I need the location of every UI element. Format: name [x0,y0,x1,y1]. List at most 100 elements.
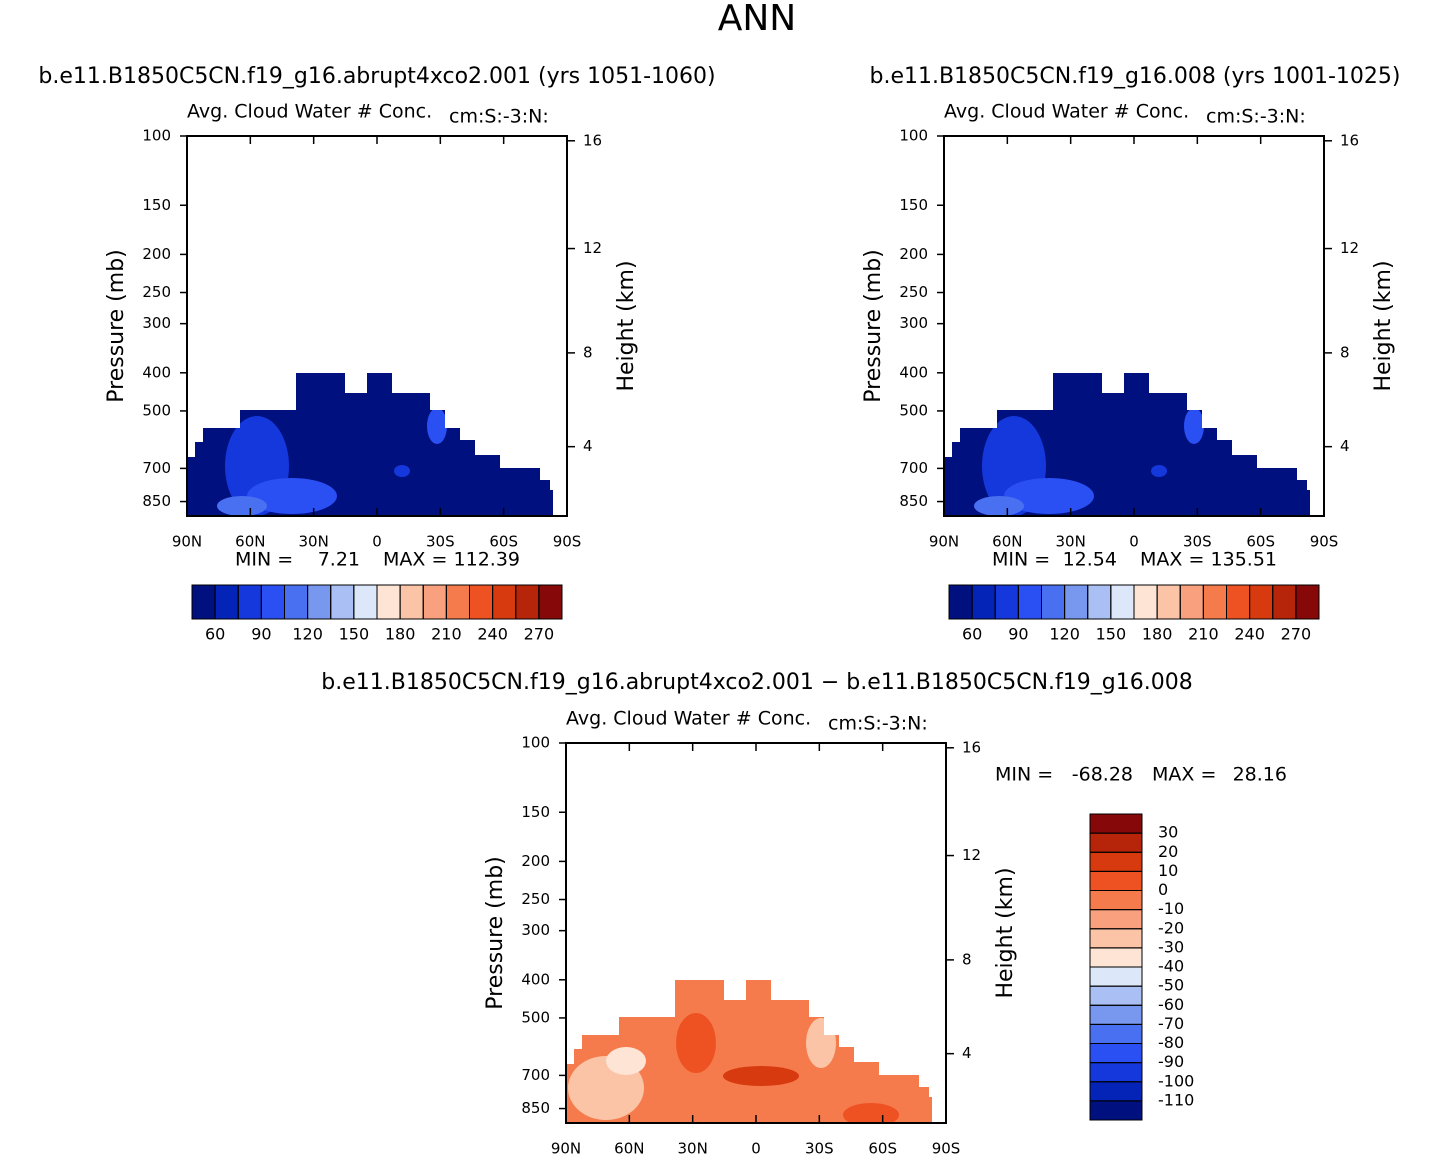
colorbar-label: 60 [205,625,225,644]
colorbar-label: 60 [962,625,982,644]
colorbar-box [1110,584,1135,620]
colorbar-box [422,584,447,620]
y2-axis-label: Height (km) [614,260,639,391]
y-tick-label: 700 [899,459,928,477]
field [187,373,553,516]
field-patch [843,1103,899,1123]
y-axis-label: Pressure (mb) [483,856,508,1010]
colorbar-box [994,584,1019,620]
plot-title: Avg. Cloud Water # Conc. [566,708,811,730]
colorbar-box [1226,584,1251,620]
y-tick-label: 300 [142,314,171,332]
colorbar-label: 20 [1158,842,1178,861]
panel-subtitle: b.e11.B1850C5CN.f19_g16.abrupt4xco2.001 … [321,670,1192,695]
colorbar-box [376,584,401,620]
y-tick-label: 400 [521,970,550,988]
colorbar-box [1202,584,1227,620]
x-tick-label: 90S [553,533,582,551]
colorbar-box [1156,584,1181,620]
min-label: MIN = [235,549,293,571]
x-tick-label: 0 [372,533,382,551]
y-tick-label: 300 [521,921,550,939]
y-tick-label: 700 [521,1066,550,1084]
x-tick-label: 60N [235,533,265,551]
colorbar-label: 240 [477,625,508,644]
colorbar-box [1133,584,1158,620]
plot-title: Avg. Cloud Water # Conc. [944,101,1189,123]
plot-units: cm:S:-3:N: [828,713,928,735]
y2-tick-label: 4 [583,437,593,455]
colorbar-label: 180 [1142,625,1173,644]
y2-tick-label: 8 [1340,343,1350,361]
y-axis-label: Pressure (mb) [104,249,129,403]
colorbar-box [948,584,973,620]
x-tick-label: 90N [929,533,959,551]
colorbar-box [1089,813,1143,834]
colorbar-box [971,584,996,620]
field-patch [427,408,447,444]
y2-tick-label: 16 [1340,131,1359,149]
plot-units: cm:S:-3:N: [449,106,549,128]
x-tick-label: 90S [932,1140,961,1158]
x-tick-label: 60S [1246,533,1275,551]
y2-tick-label: 12 [1340,239,1359,257]
colorbar-box [1089,985,1143,1006]
colorbar-label: 210 [1188,625,1219,644]
colorbar-label: 90 [251,625,271,644]
y-axis-label: Pressure (mb) [861,249,886,403]
colorbar-box [469,584,494,620]
colorbar-label: 180 [385,625,416,644]
colorbar-box [515,584,540,620]
y2-axis-label: Height (km) [993,867,1018,998]
panel-subtitle: b.e11.B1850C5CN.f19_g16.abrupt4xco2.001 … [38,64,715,89]
y2-tick-label: 12 [962,846,981,864]
y2-axis-label: Height (km) [1371,260,1396,391]
colorbar-box [1089,1023,1143,1044]
y-tick-label: 200 [899,245,928,263]
colorbar-box [1249,584,1274,620]
colorbar-box [284,584,309,620]
colorbar-box [260,584,285,620]
y2-tick-label: 16 [583,131,602,149]
y2-tick-label: 16 [962,738,981,756]
colorbar-box [1089,1100,1143,1121]
x-tick-label: 60N [992,533,1022,551]
colorbar-box [1089,832,1143,853]
colorbar-box [237,584,262,620]
field-patch [974,496,1024,516]
figure-title: ANN [718,0,797,39]
colorbar-label: 150 [1096,625,1127,644]
y-tick-label: 250 [142,283,171,301]
colorbar-label: -80 [1158,1033,1184,1052]
panel-subtitle: b.e11.B1850C5CN.f19_g16.008 (yrs 1001-10… [869,64,1400,89]
y-tick-label: 700 [142,459,171,477]
x-tick-label: 60S [868,1140,897,1158]
y-tick-label: 850 [899,492,928,510]
colorbar-box [1089,909,1143,930]
y-tick-label: 200 [142,245,171,263]
colorbar-label: -40 [1158,957,1184,976]
field-patch [676,1013,716,1073]
colorbar-box [1089,851,1143,872]
colorbar-label: 240 [1234,625,1265,644]
field [566,980,932,1123]
colorbar-label: -90 [1158,1052,1184,1071]
colorbar-box [1089,1081,1143,1102]
colorbar-label: -110 [1158,1090,1194,1109]
y2-tick-label: 4 [1340,437,1350,455]
field-patch [1004,478,1094,514]
y-tick-label: 200 [521,852,550,870]
colorbar-label: 270 [1281,625,1312,644]
y-tick-label: 500 [899,401,928,419]
field-patch [394,465,410,477]
y-tick-label: 400 [899,363,928,381]
field-patch [1184,408,1204,444]
y-tick-label: 500 [142,401,171,419]
y2-tick-label: 8 [962,950,972,968]
colorbar-box [538,584,563,620]
colorbar-box [1295,584,1320,620]
max-label: MAX = [383,549,447,571]
y-tick-label: 250 [899,283,928,301]
x-tick-label: 0 [751,1140,761,1158]
max-label: MAX = [1140,549,1204,571]
